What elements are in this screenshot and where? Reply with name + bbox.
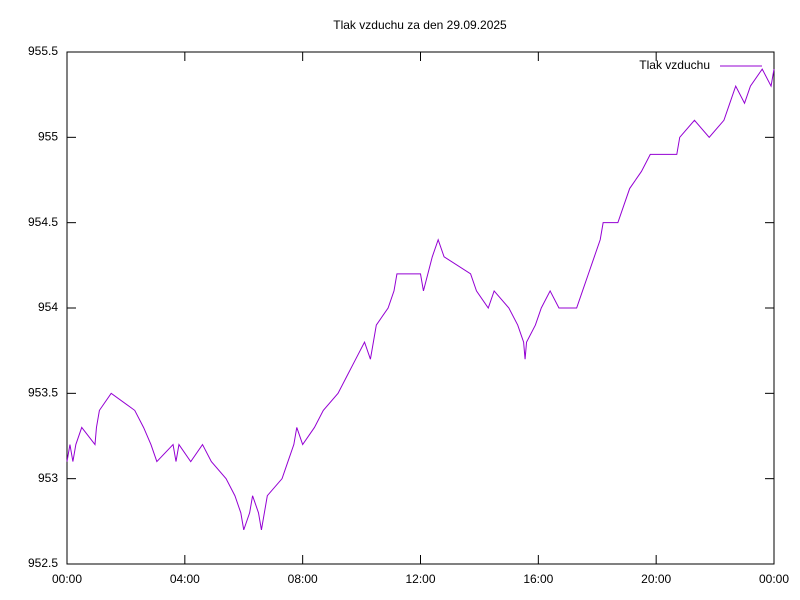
plot-border — [66, 51, 775, 565]
x-tick-label: 16:00 — [523, 572, 553, 586]
x-tick-label: 20:00 — [641, 572, 671, 586]
y-tick-label: 953 — [38, 471, 58, 485]
chart-title: Tlak vzduchu za den 29.09.2025 — [333, 18, 507, 32]
y-tick-label: 954.5 — [28, 215, 58, 229]
x-tick-label: 00:00 — [759, 572, 789, 586]
y-tick-label: 953.5 — [28, 386, 58, 400]
x-tick-label: 04:00 — [170, 572, 200, 586]
y-tick-label: 954 — [38, 300, 58, 314]
x-tick-label: 12:00 — [405, 572, 435, 586]
x-tick-label: 00:00 — [52, 572, 82, 586]
data-line — [66, 68, 775, 531]
y-tick-label: 955.5 — [28, 44, 58, 58]
x-tick-label: 08:00 — [288, 572, 318, 586]
y-tick-label: 952.5 — [28, 556, 58, 570]
legend-label: Tlak vzduchu — [639, 58, 710, 72]
y-tick-label: 955 — [38, 130, 58, 144]
